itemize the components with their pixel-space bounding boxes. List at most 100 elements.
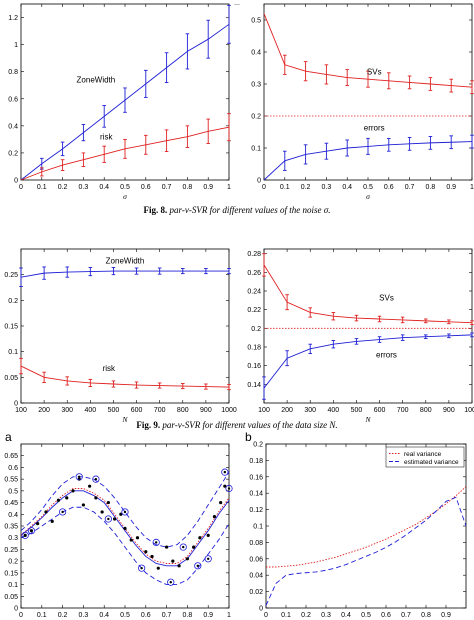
fig9-left-xtick-label: 100	[15, 407, 27, 414]
fig10-b-xtick-label: 0.4	[341, 612, 351, 619]
fig10-a-series-line-3	[20, 488, 230, 564]
fig10-a-data-point	[165, 545, 169, 549]
fig9-right-ytick-label: 0.22	[247, 307, 261, 314]
fig8-left-xtick-label: 1	[227, 184, 231, 191]
fig10-a-data-point	[198, 536, 202, 540]
fig9-right-ytick-label: 0.16	[247, 363, 261, 370]
fig10-b-ytick-label: 0.14	[249, 491, 263, 498]
fig9-left-ytick-label: 0.1	[8, 349, 18, 356]
fig10-b-ytick-label: 0.2	[253, 442, 263, 449]
fig8-left-chart: 0 0.1 0.2 0.3 0.4 0.5 0.6 0.7 0.8 0.9 1 0 0.2 0.4 0.6 0…	[8, 3, 231, 201]
fig9-left-series-line-1	[20, 365, 230, 388]
fig10-a-support-vector-ring	[21, 531, 29, 539]
fig9-left-xtick-label: 700	[154, 407, 166, 414]
fig8-left-xtick-label: 0.4	[99, 184, 109, 191]
fig10-a-data-point	[223, 484, 227, 488]
fig10-a-ytick-label: 0.25	[4, 547, 18, 554]
fig9-left-chart: 100 200 300 400 500 600 700 800 900 1000 0 0.05 0.1 0…	[4, 248, 237, 424]
fig9-left-xtick-label: 500	[108, 407, 120, 414]
fig10-a-xtick-label: 0.2	[58, 612, 68, 619]
fig10-a-data-point	[94, 496, 98, 500]
fig8-left-xtick-label: 0.5	[120, 184, 130, 191]
fig9-left-xtick-label: 1000	[221, 407, 237, 414]
fig8-left-xtick-label: 0.6	[141, 184, 151, 191]
fig9-right-ytick-label: 0.24	[247, 289, 261, 296]
fig8-left-xlabel: σ	[123, 192, 127, 201]
fig10-a-data-point	[71, 489, 75, 493]
fig10-a-series-line-0	[20, 471, 230, 548]
fig10-a-xtick-label: 0.4	[99, 612, 109, 619]
fig10-a-support-vector-ring	[179, 543, 187, 551]
fig10-a-data-point	[88, 484, 92, 488]
fig9-left-series-annotation: ZoneWidth	[106, 256, 145, 265]
fig9-right-xtick-label: 500	[351, 407, 363, 414]
fig10-b-ytick-label: 0.08	[249, 540, 263, 547]
fig9-left-xlabel: N	[121, 415, 128, 424]
fig10-a-support-vector-point	[207, 557, 210, 560]
caption-label: Fig. 9.	[136, 420, 162, 430]
fig10-a-support-vector-point	[123, 510, 127, 514]
fig10-a-ytick-label: 0.65	[4, 453, 18, 460]
fig9-left-series-line-0	[20, 270, 229, 278]
fig10-b-ytick-label: 0	[259, 606, 263, 613]
fig8-left-ytick-label: 0.4	[8, 123, 18, 130]
fig8-right-series-annotation: errors	[364, 123, 385, 132]
fig10-a-support-vector-point	[169, 581, 172, 584]
fig9-right-xtick-label: 400	[327, 407, 339, 414]
fig10-a-support-vector-ring	[75, 473, 83, 481]
fig10-a-data-point	[44, 510, 48, 514]
fig8-right-xtick-label: 0.4	[342, 184, 352, 191]
fig10-a-ytick-label: 0.35	[4, 524, 18, 531]
fig10-b-ytick-label: 0.06	[249, 556, 263, 563]
fig8-right-chart: 0 0.1 0.2 0.3 0.4 0.5 0.6 0.7 0.8 0.9 1 0 0.1 0.2 0.3 0…	[251, 3, 474, 201]
fig10-a-data-point	[56, 498, 61, 502]
fig10-a-data-point	[106, 500, 110, 505]
fig10-b-xtick-label: 0	[264, 612, 268, 619]
fig10-a-data-point	[171, 559, 175, 563]
fig10-b-series-line-1	[265, 496, 467, 606]
fig9-left-xtick-label: 900	[200, 407, 212, 414]
fig10-a-data-point	[177, 564, 181, 568]
figure-caption-9: Fig. 9. par-ν-SVR for different values o…	[136, 420, 337, 430]
fig8-right-ytick-label: 0.2	[251, 114, 261, 121]
fig10-a-ytick-label: 0.1	[8, 582, 18, 589]
fig9-right-xtick-label: 800	[420, 407, 432, 414]
fig9-right-xtick-label: 1000	[464, 407, 474, 414]
fig10-a-data-point	[156, 566, 160, 570]
fig10-a-support-vector-point	[94, 477, 98, 481]
fig9-right-series-annotation: SVs	[379, 293, 394, 302]
fig10-a-support-vector-ring	[58, 508, 67, 516]
fig10-a-ytick-label: 0.45	[4, 500, 18, 507]
fig10-a-ytick-label: 0.3	[8, 535, 18, 542]
fig9-right-xtick-label: 100	[258, 407, 270, 414]
panel-letter-a: a	[5, 430, 12, 444]
fig10-b-series-line-0	[266, 486, 467, 568]
fig10-a-data-point	[219, 500, 223, 505]
fig10-a-support-vector-ring	[138, 564, 146, 572]
fig8-right-xtick-label: 0.6	[384, 184, 394, 191]
fig10-a-data-point	[144, 550, 148, 554]
fig10-a-support-vector-point	[61, 510, 64, 514]
fig10-a-support-vector-point	[155, 541, 158, 544]
fig10-b-ytick-label: 0.02	[249, 589, 263, 596]
fig8-left-xtick-label: 0.2	[58, 184, 68, 191]
fig10-a-data-point	[150, 554, 154, 559]
legend-label: real variance	[404, 451, 442, 458]
fig8-left-xtick-label: 0.9	[203, 184, 213, 191]
fig10-a-support-vector-point	[78, 475, 81, 478]
caption-text: par-ν-SVR for different values of the da…	[161, 420, 337, 430]
fig8-left-xtick-label: 0.8	[183, 184, 193, 191]
fig8-right-xtick-label: 0.5	[363, 184, 373, 191]
fig10-b-ytick-label: 0.04	[249, 573, 263, 580]
fig10-b-xtick-label: 0.3	[321, 612, 331, 619]
fig10-a-ytick-label: 0.6	[8, 465, 18, 472]
fig10-b-ytick-label: 0.18	[249, 458, 263, 465]
fig10-b-xtick-label: 0.7	[401, 612, 411, 619]
header-text: ...	[234, 0, 240, 7]
figure-caption-8: Fig. 8. par-ν-SVR for different values o…	[144, 205, 331, 215]
fig9-left-ytick-label: 0	[14, 401, 18, 408]
fig10-a-support-vector-ring	[27, 527, 35, 535]
fig10-a-xtick-label: 0.1	[37, 612, 47, 619]
fig10-b-ytick-label: 0.12	[249, 507, 263, 514]
